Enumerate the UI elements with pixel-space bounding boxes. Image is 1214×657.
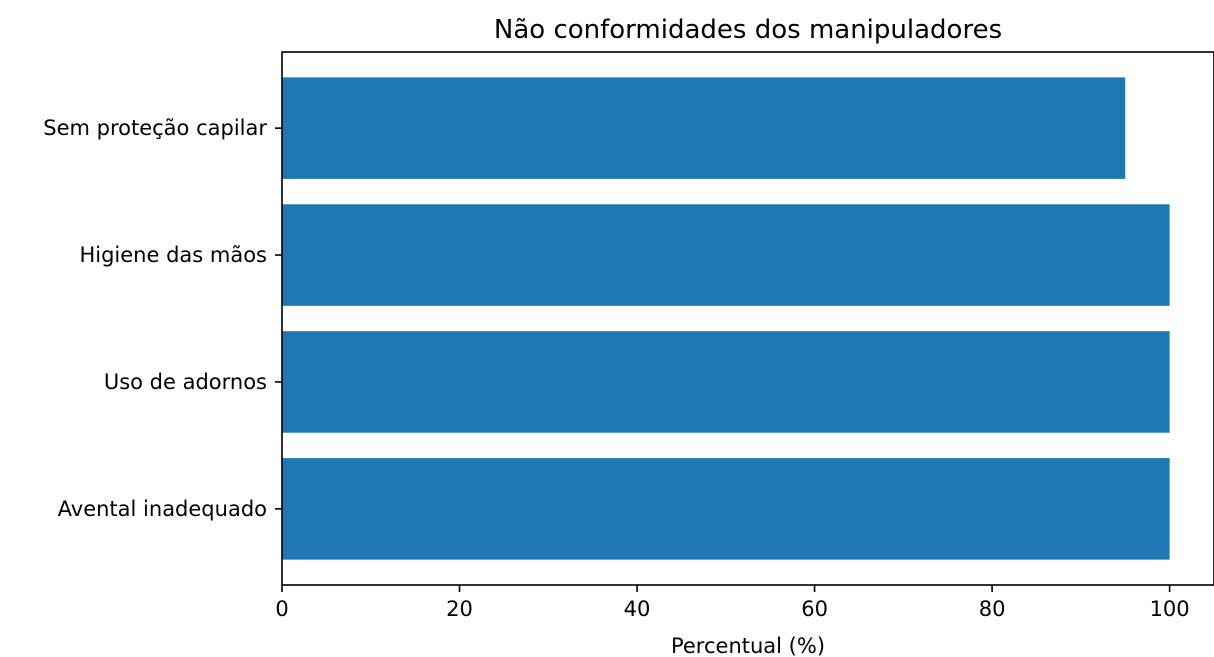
- x-tick-label: 60: [801, 597, 828, 621]
- x-tick-label: 80: [979, 597, 1006, 621]
- x-tick-label: 100: [1150, 597, 1190, 621]
- y-tick-label: Uso de adornos: [104, 370, 267, 394]
- bar-sem-protecao-capilar: [282, 77, 1126, 179]
- y-tick-label: Avental inadequado: [58, 497, 267, 521]
- x-tick-label: 20: [446, 597, 473, 621]
- y-tick-label: Higiene das mãos: [79, 243, 267, 267]
- y-axis: Avental inadequado Uso de adornos Higiene …: [43, 116, 282, 521]
- x-axis-label: Percentual (%): [671, 634, 825, 657]
- chart-title: Não conformidades dos manipuladores: [494, 15, 1002, 45]
- bars-group: [282, 77, 1170, 560]
- plot-frame: [281, 51, 1214, 586]
- x-axis: 0 20 40 60 80 100: [275, 585, 1190, 621]
- bar-uso-de-adornos: [282, 331, 1170, 433]
- y-tick-label: Sem proteção capilar: [43, 116, 267, 140]
- bar-higiene-das-maos: [282, 204, 1170, 306]
- x-tick-label: 0: [275, 597, 288, 621]
- bar-avental-inadequado: [282, 458, 1170, 560]
- x-tick-label: 40: [624, 597, 651, 621]
